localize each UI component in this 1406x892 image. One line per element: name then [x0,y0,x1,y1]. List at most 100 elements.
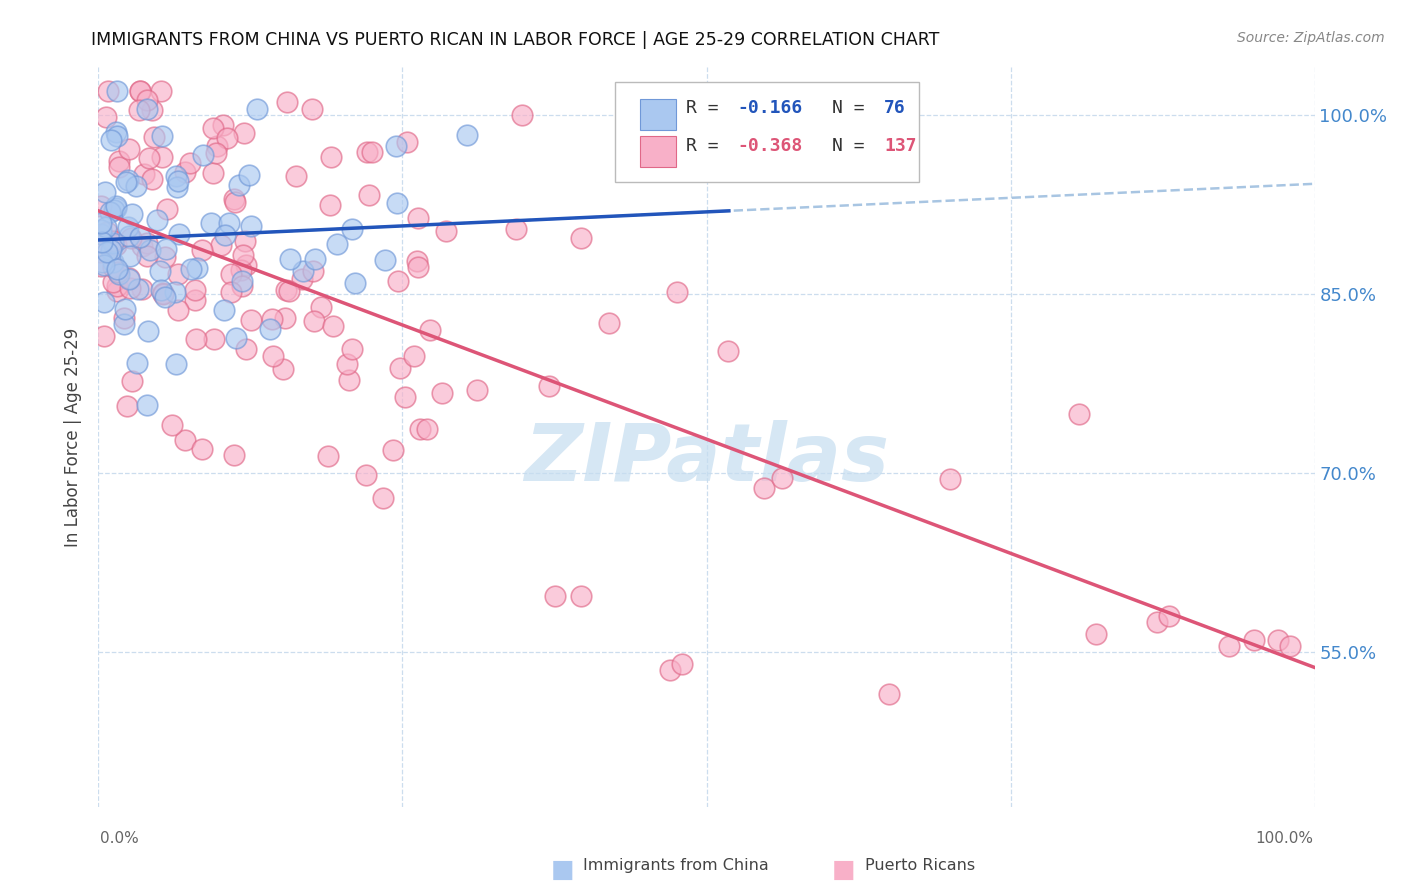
Point [224,448,246,462]
Point [291,272,314,286]
Point [416,422,439,436]
Point [326,236,349,251]
Point [233,234,256,248]
Point [232,248,254,262]
Point [105,129,128,144]
Point [97,84,120,98]
Point [127,356,149,370]
Point [432,385,454,400]
Text: N =: N = [832,137,865,155]
Point [544,590,567,604]
Point [141,172,163,186]
Point [222,192,245,206]
Point [356,467,378,482]
Point [1146,615,1168,630]
Point [173,164,195,178]
Point [1157,609,1180,624]
Text: 76: 76 [884,99,905,117]
Point [301,102,323,116]
Point [343,276,366,290]
Point [115,399,138,413]
Point [598,317,620,331]
Point [191,243,214,257]
Point [118,228,141,243]
Point [235,259,257,273]
Point [304,314,326,328]
Point [96,110,118,124]
Point [103,260,125,274]
Point [209,237,232,252]
Point [271,362,294,376]
Point [90,259,112,273]
Point [388,360,411,375]
Point [274,311,297,326]
Point [245,102,267,116]
Point [434,224,457,238]
Point [105,84,128,98]
Point [1267,633,1289,648]
Point [115,175,138,189]
Point [105,285,128,299]
Point [385,196,408,211]
Point [200,215,222,229]
Point [108,160,131,174]
Point [90,216,112,230]
Point [193,148,215,162]
Point [129,230,152,244]
Point [336,357,359,371]
Point [141,103,163,117]
Point [219,285,242,299]
Point [173,434,195,448]
Text: Immigrants from China: Immigrants from China [583,858,769,873]
Point [91,235,114,250]
Point [276,95,298,109]
Point [659,663,682,677]
Point [408,422,430,436]
Text: R =: R = [686,99,718,117]
Point [112,318,135,332]
Point [149,283,172,297]
Point [396,135,419,149]
Text: Puerto Ricans: Puerto Ricans [865,858,974,873]
Point [1218,639,1240,653]
Point [260,311,283,326]
Point [98,204,121,219]
Point [217,130,239,145]
Text: 100.0%: 100.0% [1256,831,1313,847]
Point [101,236,124,251]
Point [93,258,115,272]
Point [318,198,340,212]
Point [120,231,142,245]
Point [214,302,236,317]
Point [145,213,167,227]
Point [384,139,406,153]
Point [121,207,143,221]
Point [225,331,247,345]
Point [136,93,159,107]
Text: N =: N = [832,99,865,117]
Point [218,216,240,230]
Point [131,239,153,253]
Text: ■: ■ [551,858,574,882]
Point [406,260,429,274]
Point [135,249,157,263]
Point [877,687,900,701]
Point [201,166,224,180]
Point [167,267,190,281]
Point [278,252,301,267]
Point [150,129,173,144]
Point [186,260,208,275]
Point [96,219,118,234]
Point [105,278,128,293]
Point [228,178,250,192]
Point [186,332,208,346]
Point [219,267,242,281]
Point [93,329,115,343]
Text: -0.166: -0.166 [737,99,803,117]
Point [136,235,159,250]
Point [94,186,117,200]
Bar [640,99,676,130]
Point [90,222,112,236]
Point [456,128,478,143]
Point [167,227,190,242]
